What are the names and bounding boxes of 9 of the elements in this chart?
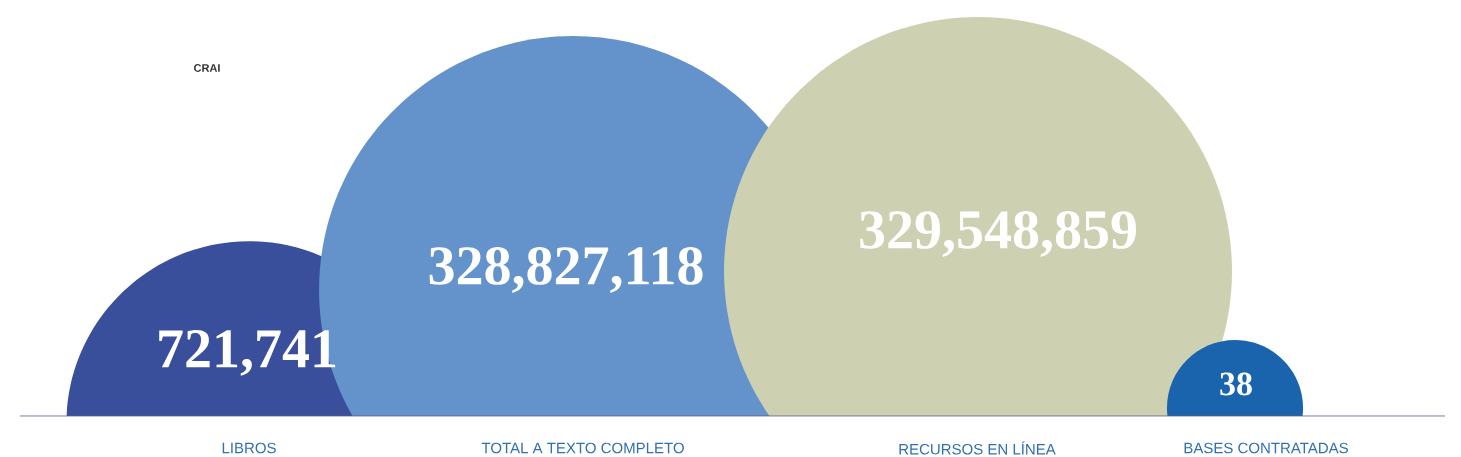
data-label: 328,827,118: [429, 247, 703, 293]
category-label: BASES CONTRATADAS: [1184, 442, 1348, 454]
data-label: 721,741: [159, 330, 336, 376]
text: CRAI: [194, 64, 220, 72]
data-label: 38: [1220, 372, 1252, 396]
data-label: 329,548,859: [860, 211, 1136, 257]
category-label: RECURSOS EN LÍNEA: [899, 441, 1056, 455]
category-label: LIBROS: [222, 442, 276, 454]
category-label: TOTAL A TEXTO COMPLETO: [481, 442, 684, 454]
